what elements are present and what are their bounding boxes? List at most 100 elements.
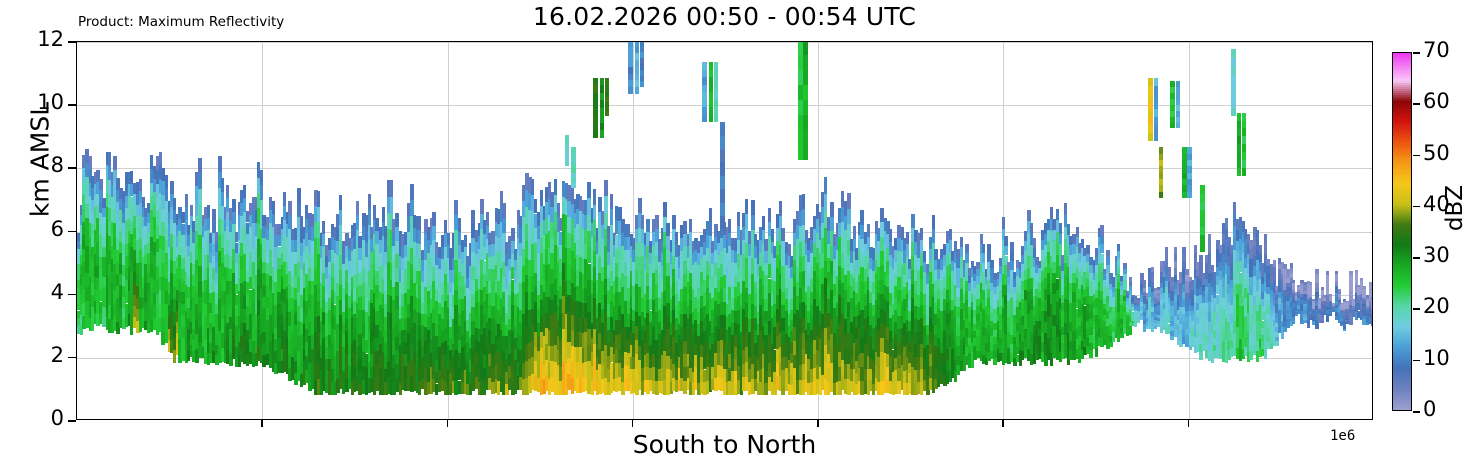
reflectivity-column <box>570 42 575 419</box>
reflectivity-column <box>446 42 450 419</box>
reflectivity-column <box>1210 42 1214 419</box>
reflectivity-column <box>1340 42 1344 419</box>
reflectivity-column <box>637 42 642 419</box>
colorbar-segment <box>1393 169 1411 173</box>
colorbar-segment <box>1393 70 1411 73</box>
reflectivity-column <box>265 42 270 419</box>
colorbar-segment <box>1393 215 1411 219</box>
elevated-echo-streak <box>634 42 640 419</box>
reflectivity-column <box>976 42 981 419</box>
reflectivity-column <box>939 42 944 419</box>
reflectivity-column <box>1323 42 1327 419</box>
reflectivity-column <box>993 42 998 419</box>
colorbar-segment <box>1393 371 1411 375</box>
reflectivity-column <box>1222 42 1226 419</box>
reflectivity-column <box>248 42 253 419</box>
reflectivity-column <box>198 42 203 419</box>
reflectivity-column <box>407 42 411 419</box>
reflectivity-column <box>1143 42 1147 419</box>
reflectivity-column <box>720 42 724 419</box>
colorbar-segment <box>1393 403 1411 407</box>
y-tick-mark <box>68 420 76 422</box>
reflectivity-column <box>1241 42 1245 419</box>
colorbar-segment <box>1393 325 1411 329</box>
colorbar-segment <box>1393 375 1411 379</box>
reflectivity-column <box>900 42 904 419</box>
reflectivity-column <box>576 42 580 419</box>
colorbar-segment <box>1393 173 1411 177</box>
colorbar-segment <box>1393 285 1411 289</box>
colorbar-tick-mark <box>1413 103 1420 105</box>
reflectivity-column <box>1278 42 1282 419</box>
y-tick-label: 0 <box>50 406 64 430</box>
colorbar-segment <box>1393 181 1411 185</box>
colorbar-segment <box>1393 397 1411 401</box>
reflectivity-column <box>877 42 882 419</box>
reflectivity-column <box>1269 42 1274 419</box>
reflectivity-column <box>1092 42 1096 419</box>
reflectivity-column <box>444 42 448 419</box>
reflectivity-column <box>305 42 309 419</box>
elevated-echo-streak <box>628 42 633 419</box>
reflectivity-column <box>835 42 839 419</box>
reflectivity-column <box>259 42 264 419</box>
reflectivity-column <box>632 42 636 419</box>
reflectivity-column <box>1328 42 1333 419</box>
reflectivity-column <box>158 42 162 419</box>
colorbar-segment <box>1393 62 1411 65</box>
reflectivity-column <box>471 42 476 419</box>
reflectivity-column <box>463 42 467 419</box>
reflectivity-column <box>686 42 690 419</box>
y-tick-mark <box>68 356 76 359</box>
reflectivity-column <box>440 42 445 419</box>
reflectivity-column <box>1038 42 1042 419</box>
reflectivity-column <box>536 42 541 419</box>
reflectivity-column <box>869 42 873 419</box>
reflectivity-column <box>514 42 518 419</box>
reflectivity-column <box>850 42 854 419</box>
reflectivity-column <box>1072 42 1077 419</box>
colorbar-segment <box>1393 155 1411 159</box>
reflectivity-column <box>1289 42 1293 419</box>
reflectivity-column <box>1148 42 1152 419</box>
reflectivity-column <box>1001 42 1005 419</box>
reflectivity-column <box>666 42 671 419</box>
colorbar-segment <box>1393 379 1411 383</box>
reflectivity-column <box>880 42 885 419</box>
reflectivity-column <box>77 42 81 419</box>
reflectivity-column <box>1119 42 1124 419</box>
reflectivity-column <box>883 42 887 419</box>
colorbar-segment <box>1393 289 1411 293</box>
reflectivity-column <box>1213 42 1217 419</box>
reflectivity-column <box>1061 42 1065 419</box>
reflectivity-column <box>423 42 428 419</box>
reflectivity-column <box>733 42 738 419</box>
colorbar-segment <box>1393 335 1411 339</box>
reflectivity-column <box>929 42 933 419</box>
elevated-echo-streak <box>720 42 725 419</box>
reflectivity-column <box>122 42 126 419</box>
plot-area <box>76 41 1373 420</box>
reflectivity-column <box>542 42 546 419</box>
reflectivity-column <box>528 42 532 419</box>
reflectivity-column <box>910 42 915 419</box>
colorbar-segment <box>1393 237 1411 241</box>
reflectivity-column <box>587 42 592 419</box>
reflectivity-column <box>152 42 157 419</box>
reflectivity-column <box>1246 42 1251 419</box>
colorbar-segment <box>1393 159 1411 163</box>
reflectivity-data <box>77 42 1372 419</box>
reflectivity-column <box>578 42 583 419</box>
colorbar-segment <box>1393 333 1411 337</box>
reflectivity-column <box>1032 42 1037 419</box>
reflectivity-column <box>1193 42 1197 419</box>
y-tick-mark <box>68 104 76 106</box>
x-axis-offset-text: 1e6 <box>1330 428 1356 444</box>
colorbar-segment <box>1393 275 1411 279</box>
colorbar-segment <box>1393 139 1411 143</box>
elevated-echo-streak <box>798 42 803 419</box>
colorbar-segment <box>1393 88 1411 91</box>
colorbar-segment <box>1393 103 1411 107</box>
reflectivity-column <box>1123 42 1127 419</box>
reflectivity-column <box>389 42 393 419</box>
